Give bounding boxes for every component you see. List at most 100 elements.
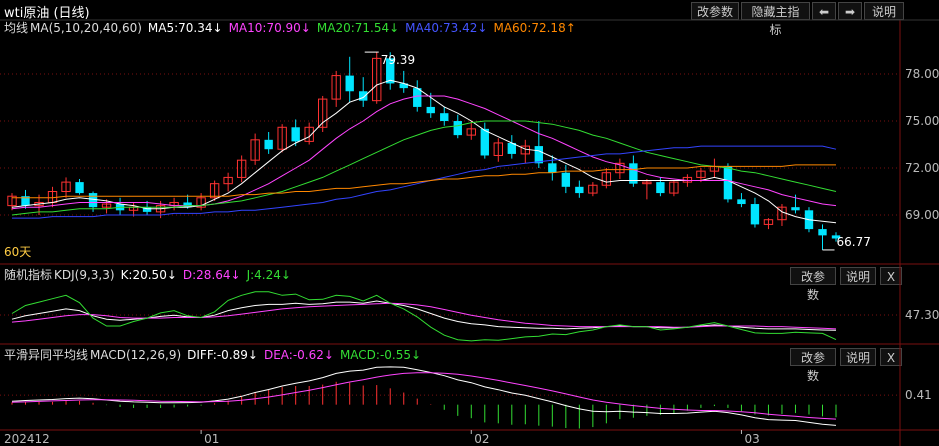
macd-label: 平滑异同平均线 bbox=[4, 348, 89, 362]
period-label: 60天 bbox=[4, 245, 31, 259]
candle-body bbox=[493, 142, 503, 156]
candle-body bbox=[372, 57, 382, 102]
macd-tick-label: 0.41 bbox=[905, 388, 932, 402]
kdj-d-value: D:28.64↓ bbox=[182, 268, 241, 282]
candle-body bbox=[507, 142, 516, 154]
macd-help-button[interactable]: 说明 bbox=[840, 348, 876, 366]
candle-body bbox=[723, 166, 733, 200]
candle-body bbox=[696, 170, 706, 178]
candle-body bbox=[750, 204, 760, 225]
high-price-label: 79.39 bbox=[381, 53, 415, 67]
candle-body bbox=[466, 128, 476, 136]
ma10-value: MA10:70.90↓ bbox=[228, 21, 311, 35]
macd-diff-line bbox=[11, 366, 837, 426]
ma20-value: MA20:71.54↓ bbox=[316, 21, 400, 35]
candle-body bbox=[209, 183, 220, 199]
price-tick-label: 72.00 bbox=[905, 161, 939, 175]
candle-body bbox=[7, 195, 17, 207]
ma-line-ma5 bbox=[11, 79, 837, 224]
macd-value: MACD:-0.55↓ bbox=[339, 348, 422, 362]
kdj-help-button[interactable]: 说明 bbox=[840, 267, 876, 285]
candle-body bbox=[345, 75, 354, 92]
candle-body bbox=[264, 139, 273, 150]
kdj-d-line bbox=[11, 302, 837, 330]
macd-spec: MACD(12,26,9) bbox=[90, 348, 182, 362]
ma-spec: MA(5,10,20,40,60) bbox=[30, 21, 142, 35]
candle-body bbox=[561, 172, 571, 187]
candle-body bbox=[588, 184, 598, 194]
kdj-close-button[interactable]: X bbox=[880, 267, 902, 285]
candle-body bbox=[183, 202, 192, 208]
macd-dea-value: DEA:-0.62↓ bbox=[263, 348, 334, 362]
kdj-change-params-button[interactable]: 改参数 bbox=[790, 267, 836, 302]
ma-label: 均线 bbox=[4, 21, 29, 35]
kdj-header: 随机指标 KDJ(9,3,3) K:20.50↓ D:28.64↓ J:4.24↓ bbox=[4, 265, 297, 285]
candle-body bbox=[831, 235, 841, 239]
candle-body bbox=[575, 186, 584, 194]
candle-body bbox=[791, 207, 800, 211]
candle-body bbox=[277, 126, 287, 150]
candle-body bbox=[534, 146, 544, 164]
candle-body bbox=[304, 126, 314, 142]
price-tick-label: 69.00 bbox=[905, 208, 939, 222]
candle-body bbox=[818, 229, 827, 236]
candle-body bbox=[440, 113, 449, 122]
candle-body bbox=[737, 199, 746, 205]
kdj-tick-label: 47.30 bbox=[905, 308, 939, 322]
candle-body bbox=[548, 163, 557, 173]
kdj-label: 随机指标 bbox=[4, 268, 53, 282]
candle-body bbox=[88, 193, 98, 208]
x-axis-label: 03 bbox=[744, 432, 759, 446]
next-arrow-button[interactable]: ➡ bbox=[838, 2, 862, 20]
candle-body bbox=[601, 172, 612, 186]
candle-body bbox=[236, 159, 247, 178]
macd-close-button[interactable]: X bbox=[880, 348, 902, 366]
macd-dea-line bbox=[11, 372, 837, 420]
candle-body bbox=[196, 197, 206, 208]
candle-body bbox=[615, 162, 625, 174]
candle-body bbox=[480, 128, 489, 156]
low-price-label: 66.77 bbox=[836, 235, 870, 249]
candle-body bbox=[453, 121, 462, 136]
prev-arrow-button[interactable]: ⬅ bbox=[812, 2, 836, 20]
kdj-j-line bbox=[11, 291, 837, 342]
x-axis-label: 02 bbox=[474, 432, 489, 446]
ma60-value: MA60:72.18↑ bbox=[493, 21, 576, 35]
candle-body bbox=[656, 182, 665, 194]
candle-body bbox=[763, 219, 774, 225]
macd-diff-value: DIFF:-0.89↓ bbox=[187, 348, 258, 362]
candle-body bbox=[250, 139, 260, 161]
kdj-spec: KDJ(9,3,3) bbox=[54, 268, 115, 282]
ma-line-ma40 bbox=[12, 145, 837, 219]
candle-body bbox=[142, 207, 152, 212]
price-tick-label: 78.00 bbox=[905, 67, 939, 81]
candle-body bbox=[642, 181, 652, 185]
candle-body bbox=[629, 163, 638, 184]
candle-body bbox=[318, 98, 328, 128]
x-axis-label: 202412 bbox=[4, 432, 50, 446]
ma-line-ma20 bbox=[11, 120, 837, 216]
candle-body bbox=[101, 203, 112, 208]
candle-body bbox=[386, 58, 395, 84]
candle-body bbox=[359, 91, 368, 101]
chart-title: wti原油 (日线) bbox=[4, 6, 90, 21]
ma5-value: MA5:70.34↓ bbox=[147, 21, 223, 35]
ma-header: 均线 MA(5,10,20,40,60) MA5:70.34↓ MA10:70.90↓… bbox=[4, 18, 582, 38]
price-tick-label: 75.00 bbox=[905, 114, 939, 128]
x-axis-label: 01 bbox=[204, 432, 219, 446]
ma-line-ma60 bbox=[12, 164, 836, 199]
candle-body bbox=[399, 83, 408, 89]
candle-body bbox=[223, 176, 233, 185]
candle-body bbox=[426, 106, 435, 114]
macd-header: 平滑异同平均线 MACD(12,26,9) DIFF:-0.89↓ DEA:-0.62… bbox=[4, 345, 427, 365]
kdj-k-value: K:20.50↓ bbox=[120, 268, 177, 282]
candle-body bbox=[669, 181, 679, 194]
candle-body bbox=[291, 127, 300, 142]
kdj-j-value: J:4.24↓ bbox=[246, 268, 291, 282]
candle-body bbox=[61, 181, 71, 193]
candle-body bbox=[75, 182, 84, 194]
macd-change-params-button[interactable]: 改参数 bbox=[790, 348, 836, 383]
candle-body bbox=[413, 88, 422, 107]
